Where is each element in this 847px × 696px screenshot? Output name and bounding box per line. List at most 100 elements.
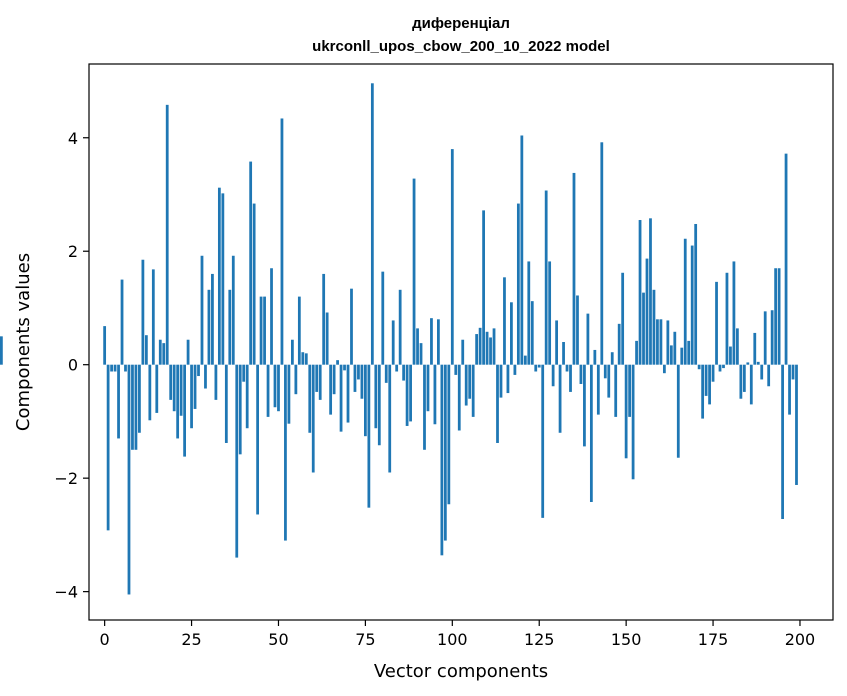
bar-123 <box>530 301 534 365</box>
bar-84 <box>395 364 399 372</box>
bar-130 <box>555 320 558 365</box>
y-tick-label-0: 0 <box>68 356 78 375</box>
bar-192 <box>770 310 774 365</box>
bar-88 <box>409 364 412 422</box>
bar-8 <box>131 364 134 450</box>
bar-161 <box>662 364 666 374</box>
bar-49 <box>273 364 277 408</box>
bar-91 <box>419 343 423 365</box>
bar-99 <box>447 364 451 505</box>
bar-195 <box>781 364 784 520</box>
bar-73 <box>357 364 360 380</box>
bar-19 <box>169 364 173 400</box>
bar-22 <box>179 364 183 416</box>
bar-80 <box>381 271 385 365</box>
bar-157 <box>649 218 652 365</box>
bar-97 <box>440 364 444 556</box>
y-tick-label--2: −2 <box>54 469 78 488</box>
bar-30 <box>207 289 211 365</box>
bar-177 <box>718 364 722 372</box>
bar-82 <box>388 364 392 473</box>
bar-102 <box>457 364 461 431</box>
bar-150 <box>624 364 628 459</box>
x-tick-label-50: 50 <box>268 630 288 649</box>
bar-17 <box>162 343 166 365</box>
bar-2 <box>110 364 113 372</box>
bar-62 <box>318 364 322 400</box>
bar-26 <box>193 364 197 409</box>
bar-68 <box>339 364 343 432</box>
bar-143 <box>600 142 604 365</box>
bar-197 <box>788 364 791 415</box>
y-tick-label-2: 2 <box>68 242 78 261</box>
bar-11 <box>141 259 145 365</box>
bar-58 <box>304 353 308 365</box>
bar-133 <box>565 364 569 372</box>
bar-135 <box>572 172 576 365</box>
bar-90 <box>416 328 419 365</box>
plot-area-frame <box>88 63 834 621</box>
bar-126 <box>541 364 545 518</box>
bar-12 <box>144 335 148 365</box>
x-tick-label-125: 125 <box>524 630 555 649</box>
bar-146 <box>610 352 614 365</box>
bar-194 <box>777 268 781 365</box>
bar-176 <box>715 281 718 365</box>
bar-106 <box>471 364 475 417</box>
bar-117 <box>510 302 513 365</box>
bar-155 <box>642 292 645 365</box>
bar-166 <box>680 347 684 365</box>
bar-180 <box>729 346 732 365</box>
bar-154 <box>638 220 642 365</box>
bar-series <box>0 83 798 595</box>
bar-120 <box>520 135 524 365</box>
bar-53 <box>287 364 291 424</box>
bar-160 <box>659 319 663 365</box>
bar-144 <box>603 364 607 379</box>
bar-139 <box>586 313 590 365</box>
bar-173 <box>704 364 708 396</box>
bar-119 <box>516 203 520 365</box>
bar-45 <box>259 296 263 365</box>
bar-188 <box>756 361 760 365</box>
bar-32 <box>214 364 218 400</box>
bar-77 <box>370 83 374 365</box>
bar-174 <box>708 364 711 405</box>
bar-164 <box>673 331 677 365</box>
bar-29 <box>204 364 207 389</box>
bar-33 <box>217 187 221 365</box>
bar-81 <box>384 364 388 383</box>
bar-undefined <box>0 336 3 365</box>
bar-54 <box>290 339 294 365</box>
bar-193 <box>774 268 778 365</box>
bar-100 <box>450 149 454 365</box>
bar-111 <box>489 337 492 365</box>
bar-76 <box>367 364 371 508</box>
bar-52 <box>284 364 287 541</box>
bar-20 <box>172 364 176 412</box>
bar-14 <box>151 269 155 365</box>
bar-122 <box>527 261 531 365</box>
bar-50 <box>277 364 280 412</box>
bar-158 <box>652 289 656 365</box>
bar-138 <box>583 364 586 447</box>
bar-114 <box>499 364 503 398</box>
bar-47 <box>266 364 270 417</box>
bar-127 <box>544 190 548 365</box>
bar-9 <box>134 364 138 450</box>
bar-178 <box>722 364 725 369</box>
x-tick-label-200: 200 <box>785 630 816 649</box>
bar-98 <box>443 364 447 541</box>
bar-38 <box>235 364 239 558</box>
bar-151 <box>628 364 632 417</box>
chart-subtitle: ukrconll_upos_cbow_200_10_2022 model <box>312 38 610 55</box>
y-tick-label--4: −4 <box>54 583 78 602</box>
bar-187 <box>753 332 757 365</box>
bar-66 <box>332 364 336 395</box>
x-tick-label-175: 175 <box>698 630 729 649</box>
bar-162 <box>666 320 670 365</box>
bar-40 <box>242 364 246 382</box>
bar-39 <box>238 364 242 455</box>
